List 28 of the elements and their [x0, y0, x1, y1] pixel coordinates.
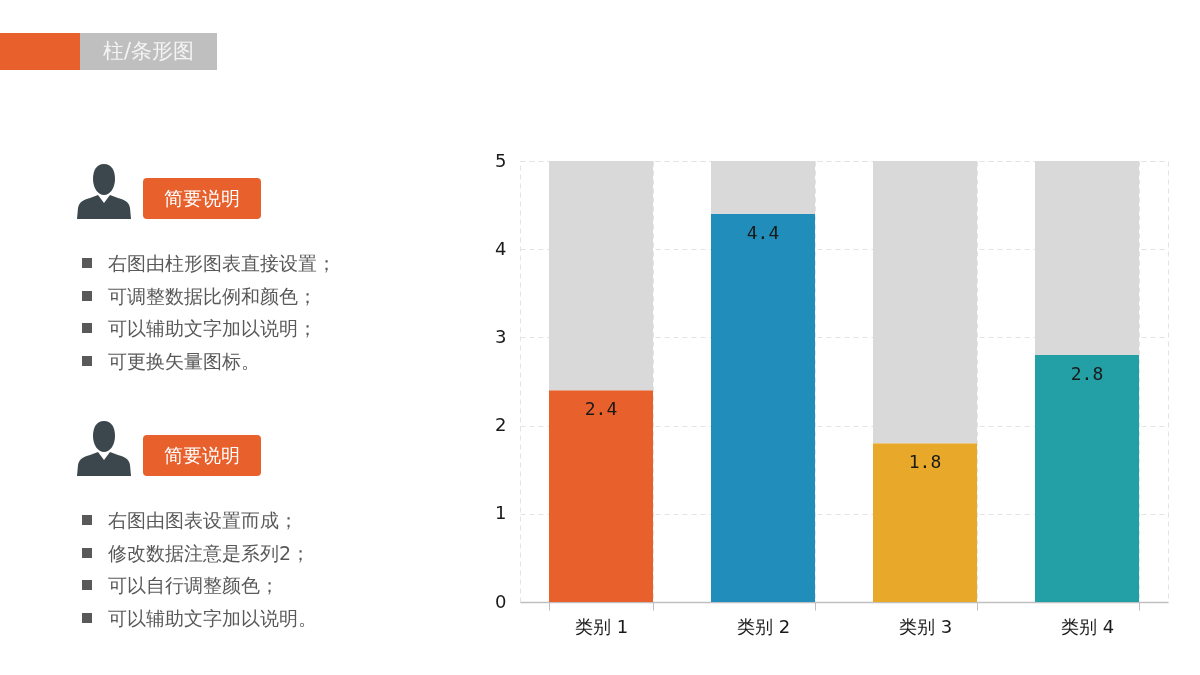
bar [1035, 355, 1139, 602]
text: 修改数据注意是系列2； [108, 540, 311, 566]
text: 可更换矢量图标。 [108, 348, 260, 374]
heading-badge: 简要说明 [143, 178, 261, 219]
text: 可以辅助文字加以说明； [108, 316, 317, 341]
text: 可以自行调整颜色； [108, 573, 279, 598]
text: 可以辅助文字加以说明。 [108, 605, 317, 631]
data-label: 2.4 [584, 398, 618, 420]
y-tick-label: 0 [495, 590, 507, 612]
x-tick-label: 类别 2 [736, 615, 791, 637]
data-label: 4.4 [746, 221, 780, 243]
y-tick-label: 5 [495, 149, 507, 171]
bar [549, 390, 653, 602]
x-tick-label: 类别 4 [1060, 615, 1115, 637]
text: 可调整数据比例和颜色； [108, 283, 317, 309]
x-tick-label: 类别 1 [574, 615, 629, 637]
y-tick-label: 3 [495, 325, 507, 347]
data-label: 2.8 [1070, 363, 1104, 385]
bar [873, 443, 977, 602]
x-tick-label: 类别 3 [898, 615, 953, 637]
y-tick-label: 2 [495, 414, 507, 436]
y-tick-label: 4 [495, 237, 507, 259]
text: 右图由柱形图表直接设置； [108, 251, 336, 276]
y-tick-label: 1 [495, 502, 507, 524]
data-label: 1.8 [908, 451, 942, 473]
bar [711, 213, 815, 602]
text: 右图由图表设置而成； [108, 508, 298, 533]
heading-badge: 简要说明 [143, 435, 261, 476]
